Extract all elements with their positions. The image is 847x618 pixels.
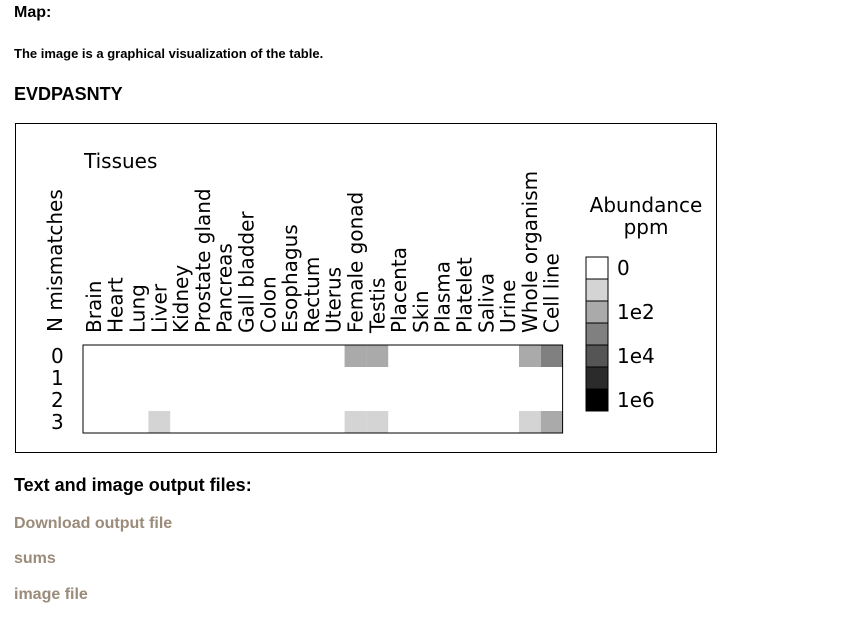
legend-label: 0	[617, 256, 630, 280]
column-label: Skin	[409, 290, 433, 333]
heatmap-figure: Tissues N mismatches Brain Heart Lung Liver Ki…	[15, 123, 717, 453]
image-description: The image is a graphical visualization o…	[14, 46, 324, 61]
heatmap-cell	[344, 411, 367, 433]
legend-title: Abundance	[590, 193, 703, 217]
heatmap-cell	[148, 411, 171, 433]
legend-swatch	[585, 300, 609, 324]
heatmap-border	[82, 344, 564, 434]
y-axis-label: N mismatches	[43, 189, 67, 332]
column-label: Prostate gland	[191, 188, 215, 333]
sequence-title: EVDPASNTY	[14, 84, 123, 104]
heatmap-cell	[540, 345, 563, 367]
column-label: Whole organism	[518, 171, 542, 333]
legend-swatch	[585, 366, 609, 390]
heatmap-cell	[540, 411, 563, 433]
legend-swatch	[585, 278, 609, 302]
legend-label: 1e6	[617, 388, 655, 412]
heatmap-svg: Tissues N mismatches BrainHeartLungLiverKi…	[43, 149, 703, 434]
column-label: Female gonad	[344, 192, 368, 333]
column-label: Saliva	[474, 273, 498, 333]
map-heading: Map:	[14, 4, 52, 21]
legend-swatch	[585, 256, 609, 280]
column-label: Placenta	[387, 247, 411, 333]
column-label: Liver	[147, 283, 171, 333]
sums-link[interactable]: sums	[14, 550, 56, 567]
column-label: Plasma	[431, 261, 455, 333]
column-label: Cell line	[540, 253, 564, 333]
download-output-link[interactable]: Download output file	[14, 515, 173, 532]
column-label: Lung	[126, 284, 150, 333]
row-label: 1	[51, 366, 64, 390]
column-label: Gall bladder	[235, 211, 259, 333]
image-file-link[interactable]: image file	[14, 586, 88, 603]
column-label: Urine	[496, 280, 520, 333]
column-label: Uterus	[322, 267, 346, 333]
column-label: Heart	[104, 277, 128, 333]
legend-unit: ppm	[624, 215, 669, 239]
row-label: 2	[51, 388, 64, 412]
column-label: Platelet	[453, 257, 477, 333]
heatmap-cell	[519, 411, 541, 433]
heatmap-cell	[366, 411, 389, 433]
column-label: Colon	[256, 276, 280, 333]
heatmap-cell	[519, 345, 541, 367]
heatmap-cell	[366, 345, 389, 367]
row-label: 0	[51, 344, 64, 368]
row-label: 3	[51, 410, 64, 434]
column-label: Brain	[82, 281, 106, 333]
legend-swatch	[585, 322, 609, 346]
column-label: Rectum	[300, 257, 324, 333]
output-files-heading: Text and image output files:	[14, 475, 252, 495]
column-label: Kidney	[169, 265, 193, 333]
legend-swatch	[585, 344, 609, 368]
heatmap-cell	[344, 345, 367, 367]
column-label: Pancreas	[213, 243, 237, 333]
legend-label: 1e2	[617, 300, 655, 324]
legend-swatch	[585, 388, 609, 412]
column-label: Esophagus	[278, 224, 302, 333]
legend-label: 1e4	[617, 344, 655, 368]
chart-title: Tissues	[83, 149, 157, 173]
column-label: Testis	[365, 278, 389, 334]
